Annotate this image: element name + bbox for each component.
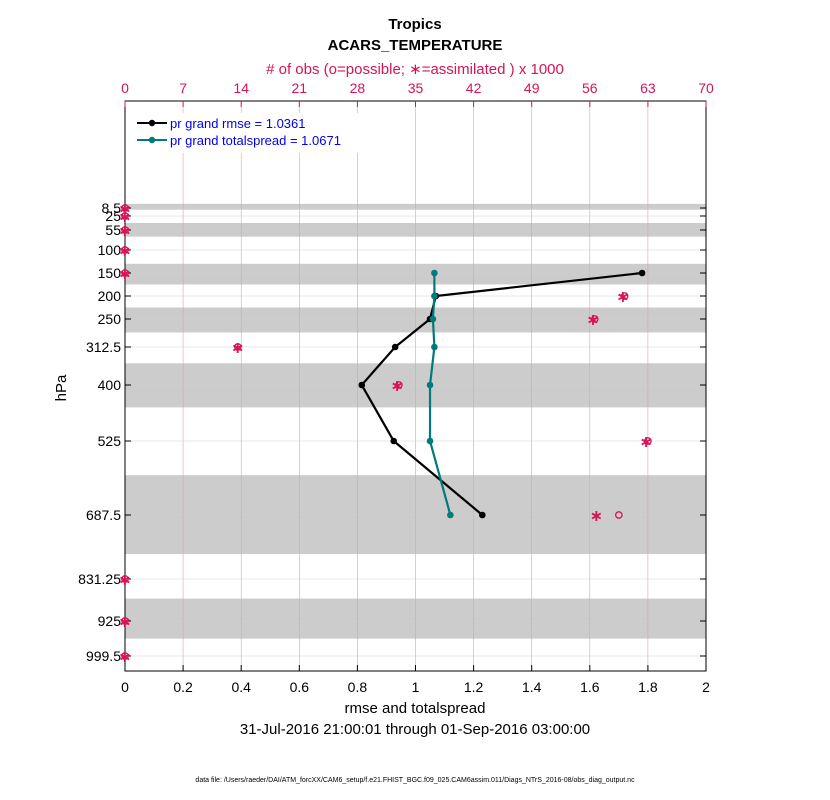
assimilated-marker-12: ∗ [118,612,131,631]
x-axis-label: rmse and totalspread [345,700,486,717]
y-tick-label: 312.5 [86,339,121,355]
y-tick-label: 687.5 [86,507,121,523]
series-1-point-5 [426,437,434,445]
assimilated-marker-4: ∗ [118,264,131,283]
possible-marker-8 [395,381,403,389]
top-tick-label: 21 [292,80,308,96]
x-tick-label: 1.4 [522,679,542,695]
possible-marker-3 [121,246,129,254]
assimilated-marker-1: ∗ [118,207,131,226]
chart-subtitle: ACARS_TEMPERATURE [328,37,503,54]
y-tick-label: 525 [98,433,122,449]
top-tick-label: 28 [350,80,366,96]
legend-spread-marker [148,136,156,144]
series-1-point-2 [429,315,437,323]
assimilated-marker-9: ∗ [640,432,653,451]
x-tick-label: 0.4 [231,679,251,695]
y-tick-label: 8.5 [102,200,122,216]
y-tick-label: 925 [98,613,122,629]
y-tick-label: 831.25 [78,571,121,587]
assimilated-marker-2: ∗ [118,221,131,240]
x-tick-label: 1.6 [580,679,600,695]
top-tick-label: 56 [582,80,598,96]
assimilated-marker-7: ∗ [231,338,244,357]
y-tick-label: 55 [105,222,121,238]
assimilated-marker-8: ∗ [391,376,404,395]
possible-marker-0 [121,204,129,212]
series-1-point-1 [431,292,438,300]
obs-count-markers: ∗∗∗∗∗∗∗∗∗∗∗∗∗∗ [118,199,653,666]
x-tick-label: 2 [702,679,710,695]
possible-marker-7 [234,343,242,351]
possible-marker-12 [121,617,129,625]
top-tick-label: 7 [179,80,187,96]
assimilated-marker-10: ∗ [590,506,603,525]
assimilated-marker-3: ∗ [118,241,131,260]
top-tick-label: 70 [698,80,714,96]
footnote: data file: /Users/raeder/DAI/ATM_forcXX/… [195,777,635,784]
series-layer [358,269,646,519]
top-tick-label: 42 [466,80,482,96]
legend-rmse-marker [148,119,156,127]
x-tick-label: 0.8 [348,679,368,695]
possible-marker-5 [620,292,629,300]
x-tick-label: 1.8 [638,679,658,695]
x-tick-label: 0 [121,679,129,695]
x-tick-label: 1.2 [464,679,484,695]
series-1-point-0 [431,269,438,277]
top-axis-label: # of obs (o=possible; ∗=assimilated ) x … [266,61,564,78]
series-0-point-4 [358,381,366,389]
assimilated-marker-13: ∗ [118,647,131,666]
y-axis-label: hPa [53,374,70,401]
assimilated-marker-5: ∗ [616,287,629,306]
possible-marker-13 [121,652,129,660]
series-0-point-6 [479,511,486,519]
series-1-point-6 [447,511,454,519]
series-0-point-5 [390,437,398,445]
possible-marker-10 [614,511,623,519]
chart-title: Tropics [388,16,441,33]
possible-marker-9 [644,437,652,445]
top-tick-label: 49 [524,80,540,96]
series-1-point-4 [426,381,434,389]
top-tick-label: 35 [408,80,424,96]
y-tick-label: 150 [98,265,122,281]
series-1-point-3 [431,343,438,351]
legend-box [131,113,371,153]
axis-ticks: 0 0.2 0.4 0.6 0.8 1 1.2 1.4 1.6 1.8 2 0 7 14 21 28 35 42 4… [78,80,714,695]
possible-marker-2 [121,226,129,234]
x-tick-label: 1 [412,679,420,695]
possible-marker-1 [121,212,129,220]
y-tick-label: 100 [98,242,122,258]
y-tick-label: 25 [105,208,121,224]
top-tick-label: 0 [121,80,129,96]
series-0-point-3 [391,343,399,351]
grid-lines [124,101,707,671]
date-range: 31-Jul-2016 21:00:01 through 01-Sep-2016… [240,721,590,738]
x-tick-label: 0.6 [290,679,310,695]
assimilated-marker-11: ∗ [118,570,131,589]
possible-marker-11 [121,575,129,583]
x-tick-label: 0.2 [173,679,193,695]
y-tick-label: 250 [98,311,122,327]
possible-marker-4 [121,269,129,277]
legend: pr grand rmse = 1.0361 pr grand totalspr… [131,113,371,153]
assimilated-marker-6: ∗ [586,310,599,329]
y-tick-label: 999.5 [86,648,121,664]
assimilated-marker-0: ∗ [118,199,131,218]
legend-rmse-label: pr grand rmse = 1.0361 [170,116,306,131]
top-tick-label: 63 [640,80,656,96]
possible-marker-6 [590,315,599,323]
top-tick-label: 14 [233,80,249,96]
y-tick-label: 400 [98,377,122,393]
y-tick-label: 200 [98,288,122,304]
series-0-point-0 [638,269,646,277]
legend-spread-label: pr grand totalspread = 1.0671 [170,133,341,148]
